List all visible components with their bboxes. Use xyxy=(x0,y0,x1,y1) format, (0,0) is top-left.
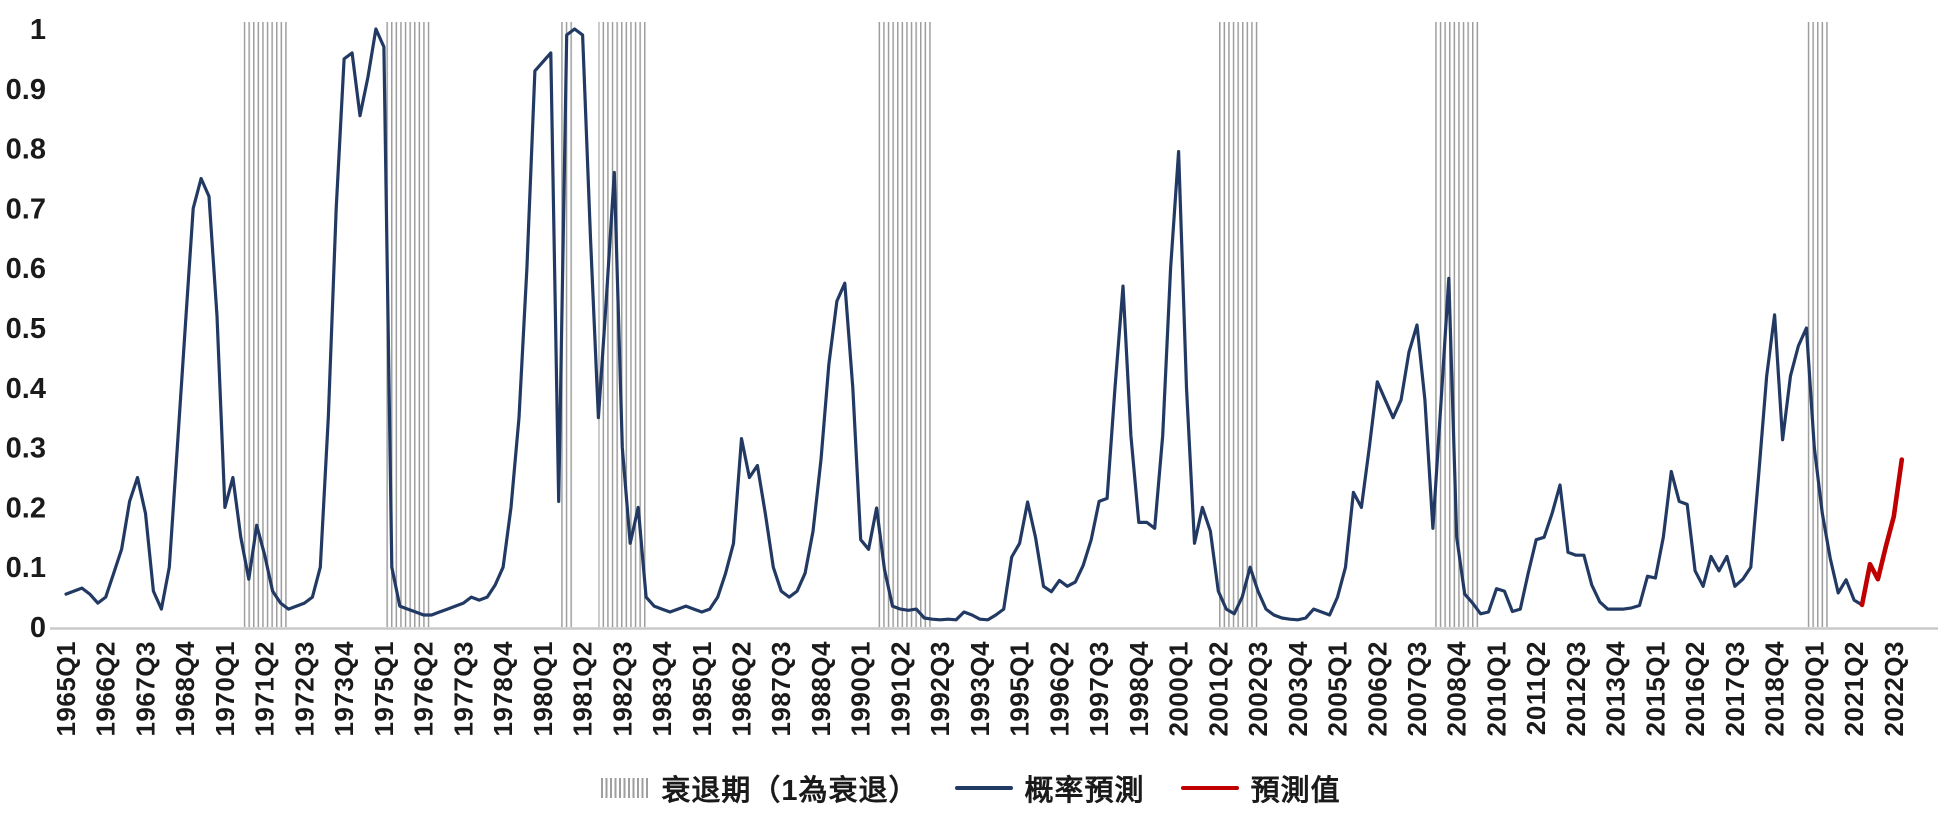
x-axis-tick-label: 1990Q1 xyxy=(846,641,876,737)
recession-band xyxy=(876,22,933,627)
x-axis-tick-label: 1998Q4 xyxy=(1124,641,1154,737)
x-axis-tick-label: 2020Q1 xyxy=(1799,641,1829,737)
x-axis-tick-label: 1997Q3 xyxy=(1084,641,1114,737)
x-axis-tick-label: 1977Q3 xyxy=(448,641,478,737)
x-axis-tick-label: 1975Q1 xyxy=(369,641,399,737)
probability-line xyxy=(64,27,1864,622)
x-axis-tick-label: 2010Q1 xyxy=(1481,641,1511,737)
x-axis-tick-label: 1967Q3 xyxy=(130,641,160,737)
x-axis-tick-label: 2005Q1 xyxy=(1323,641,1353,737)
x-axis-tick-label: 2006Q2 xyxy=(1362,641,1392,737)
x-axis-tick-label: 2007Q3 xyxy=(1402,641,1432,737)
x-axis-tick-label: 2001Q2 xyxy=(1203,641,1233,737)
legend-forecast-label: 預測值 xyxy=(1250,775,1341,807)
legend: 衰退期（1為衰退） 概率預測 預測值 xyxy=(0,766,1942,810)
x-axis-tick-label: 1980Q1 xyxy=(528,641,558,737)
y-axis-tick-label: 0.3 xyxy=(6,433,46,465)
recession-band xyxy=(598,22,647,627)
x-axis-tick-label: 2011Q2 xyxy=(1521,641,1551,735)
legend-recession-label: 衰退期（1為衰退） xyxy=(661,775,919,807)
x-axis-tick-label: 1968Q4 xyxy=(170,641,200,737)
y-axis-tick-label: 0.7 xyxy=(6,193,46,225)
x-axis-tick-label: 1991Q2 xyxy=(885,641,915,737)
x-axis-tick-label: 1972Q3 xyxy=(289,641,319,737)
x-axis-tick-label: 1981Q2 xyxy=(568,641,598,737)
y-axis-tick-label: 0.1 xyxy=(6,552,46,584)
y-axis-tick-label: 0.2 xyxy=(6,492,46,524)
x-axis-tick-label: 1993Q4 xyxy=(965,641,995,737)
x-axis-tick-label: 2000Q1 xyxy=(1164,641,1194,737)
x-axis-tick-label: 2017Q3 xyxy=(1720,641,1750,737)
x-axis-tick-label: 2012Q3 xyxy=(1561,641,1591,737)
x-axis-tick-label: 1978Q4 xyxy=(488,641,518,737)
x-axis-tick-label: 1985Q1 xyxy=(687,641,717,737)
y-axis-tick-label: 0 xyxy=(30,612,46,644)
y-axis-tick-label: 0.8 xyxy=(6,134,46,166)
x-axis-tick-label: 2003Q4 xyxy=(1283,641,1313,737)
recession-band-swatch xyxy=(601,778,650,798)
y-axis-tick-label: 0.9 xyxy=(6,74,46,106)
y-axis-tick-label: 0.6 xyxy=(6,253,46,285)
x-axis-tick-label: 2022Q3 xyxy=(1879,641,1909,737)
legend-item-recession: 衰退期（1為衰退） xyxy=(601,767,918,809)
x-axis-tick-label: 2021Q2 xyxy=(1839,641,1869,737)
legend-item-forecast: 預測值 xyxy=(1180,767,1341,809)
x-axis-tick-label: 2016Q2 xyxy=(1680,641,1710,737)
probability-line-swatch xyxy=(954,786,1013,790)
recession-band xyxy=(240,22,289,627)
x-axis-tick-label: 1983Q4 xyxy=(647,641,677,737)
y-axis-tick-label: 1 xyxy=(30,14,46,46)
legend-probability-label: 概率預測 xyxy=(1024,775,1145,807)
x-axis-tick-label: 1982Q3 xyxy=(607,641,637,737)
x-axis-tick-label: 2018Q4 xyxy=(1760,641,1790,737)
x-axis-tick-label: 1987Q3 xyxy=(766,641,796,737)
y-axis-tick-label: 0.5 xyxy=(6,313,46,345)
x-axis-tick-label: 1965Q1 xyxy=(51,641,81,737)
recession-band xyxy=(1218,22,1259,627)
x-axis-tick-label: 1966Q2 xyxy=(91,641,121,737)
x-axis-tick-label: 1992Q3 xyxy=(925,641,955,737)
x-axis-tick-label: 1971Q2 xyxy=(250,641,280,737)
x-axis-tick-label: 1995Q1 xyxy=(1005,641,1035,737)
x-axis-tick-label: 2015Q1 xyxy=(1640,641,1670,737)
legend-item-probability: 概率預測 xyxy=(954,767,1145,809)
x-axis-tick-label: 2002Q3 xyxy=(1243,641,1273,737)
x-axis-tick-label: 2008Q4 xyxy=(1442,641,1472,737)
y-axis-tick-label: 0.4 xyxy=(6,373,46,405)
x-axis-tick-label: 2013Q4 xyxy=(1601,641,1631,737)
forecast-line xyxy=(1859,457,1905,608)
x-axis-tick-label: 1970Q1 xyxy=(210,641,240,737)
recession-band xyxy=(558,22,575,627)
x-axis-tick-label: 1976Q2 xyxy=(409,641,439,737)
recession-band xyxy=(1806,22,1831,627)
x-axis-tick-label: 1973Q4 xyxy=(329,641,359,737)
x-axis-tick-label: 1988Q4 xyxy=(806,641,836,737)
x-axis-tick-label: 1986Q2 xyxy=(726,641,756,737)
forecast-line-swatch xyxy=(1180,786,1239,790)
x-axis-tick-label: 1996Q2 xyxy=(1044,641,1074,737)
